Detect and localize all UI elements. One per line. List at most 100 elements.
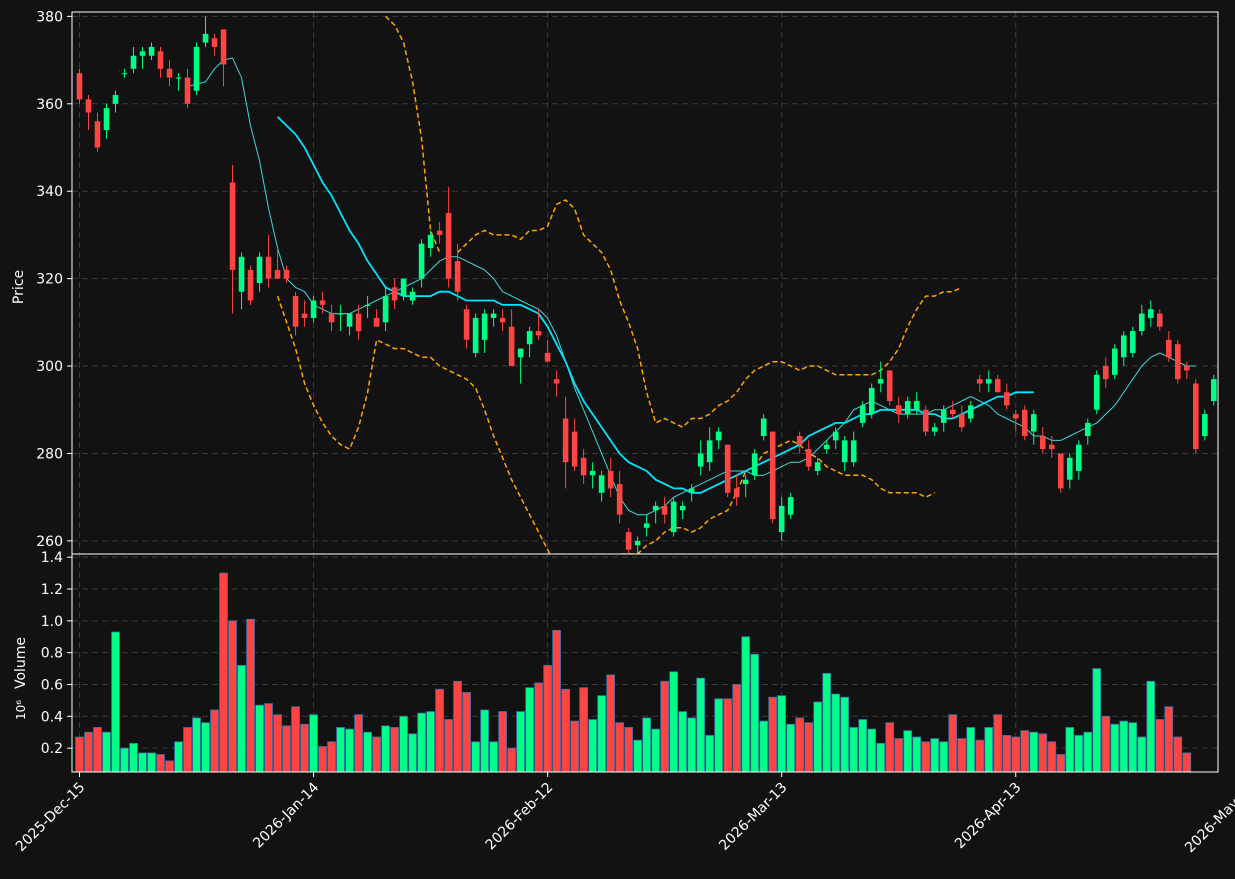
price-axis-label: Price	[11, 270, 27, 304]
candle-body	[517, 348, 524, 358]
candle-down	[724, 444, 731, 498]
candle-up	[148, 42, 155, 61]
volume-bar	[912, 736, 922, 773]
volume-bar	[480, 709, 489, 773]
candle-up	[346, 313, 353, 336]
volume-bar	[120, 747, 129, 773]
candle-up	[859, 401, 866, 428]
candle-body	[904, 401, 911, 415]
volume-bar	[183, 727, 192, 773]
candle-body	[166, 68, 173, 78]
candle-body	[679, 505, 686, 511]
candle-body	[1111, 348, 1118, 375]
candle-down	[796, 431, 803, 454]
candle-body	[634, 540, 641, 546]
candle-body	[445, 213, 452, 279]
candle-down	[805, 440, 812, 471]
volume-bar	[444, 719, 453, 773]
candle-body	[1021, 409, 1028, 436]
candle-body	[733, 488, 740, 498]
candle-body	[742, 479, 749, 485]
candle-down	[535, 309, 542, 340]
candle-up	[517, 348, 524, 384]
volume-bar	[525, 687, 534, 773]
candle-body	[940, 409, 947, 423]
volume-bar	[696, 677, 706, 773]
price-tick-label: 380	[36, 9, 63, 25]
volume-tick-label: 0.8	[41, 646, 63, 662]
bollinger-bands	[276, 15, 963, 554]
candle-body	[184, 77, 191, 104]
volume-bar	[282, 725, 291, 773]
volume-bar	[345, 728, 354, 773]
candle-body	[382, 296, 389, 323]
candle-up	[751, 449, 758, 480]
volume-bar	[1047, 741, 1057, 773]
candle-down	[949, 401, 956, 419]
volume-bar	[759, 720, 769, 773]
volume-bar	[111, 631, 120, 773]
volume-bar	[327, 741, 336, 773]
volume-bar	[984, 727, 994, 773]
candle-down	[1048, 435, 1055, 458]
candle-up	[634, 536, 641, 554]
volume-bar	[948, 714, 958, 773]
volume-bar	[309, 714, 318, 773]
candle-body	[1066, 457, 1073, 480]
volume-tick-label: 1.2	[41, 582, 63, 598]
candle-up	[1084, 418, 1091, 445]
volume-bar	[516, 711, 525, 773]
candle-down	[922, 405, 929, 436]
volume-bar	[435, 688, 444, 773]
candle-body	[544, 352, 551, 362]
volume-bar	[642, 717, 652, 773]
volume-bar	[1146, 680, 1156, 773]
volume-bar	[255, 704, 264, 773]
volume-bar	[129, 742, 138, 773]
candle-up	[742, 475, 749, 498]
volume-bar	[1029, 731, 1039, 773]
candle-body	[301, 313, 308, 318]
candle-up	[472, 313, 479, 358]
volume-bar	[732, 684, 742, 773]
candle-body	[85, 99, 92, 113]
volume-bar	[660, 680, 670, 773]
volume-axis-label: Volume	[13, 637, 29, 689]
candle-up	[904, 396, 911, 419]
candle-up	[940, 405, 947, 432]
candle-up	[823, 440, 830, 454]
candle-down	[1012, 409, 1019, 432]
volume-bar	[1182, 752, 1192, 773]
volume-bar	[768, 696, 778, 773]
candle-down	[499, 309, 506, 332]
candle-body	[1057, 453, 1064, 489]
candle-up	[841, 435, 848, 471]
volume-bar	[822, 672, 832, 773]
candle-body	[310, 300, 317, 318]
candle-up	[679, 501, 686, 520]
volume-panel-frame	[71, 553, 1219, 773]
candle-body	[805, 449, 812, 467]
candle-body	[1147, 309, 1154, 318]
candle-body	[967, 405, 974, 419]
candle-down	[895, 396, 902, 423]
candle-body	[760, 418, 767, 436]
candle-up	[1211, 374, 1217, 406]
candle-down	[1102, 357, 1109, 388]
candle-body	[1156, 313, 1163, 327]
candle-up	[427, 230, 434, 257]
volume-bar	[786, 723, 796, 773]
candle-down	[436, 221, 443, 244]
volume-bar	[750, 653, 760, 773]
volume-bar	[813, 701, 823, 773]
volume-bar	[966, 727, 976, 773]
volume-bars	[75, 572, 1192, 773]
candle-down	[76, 68, 83, 104]
candle-body	[247, 269, 254, 301]
candle-body	[1039, 435, 1046, 450]
volume-bar	[93, 727, 102, 773]
candle-body	[436, 230, 443, 235]
candle-body	[103, 108, 110, 131]
candle-down	[976, 374, 983, 393]
